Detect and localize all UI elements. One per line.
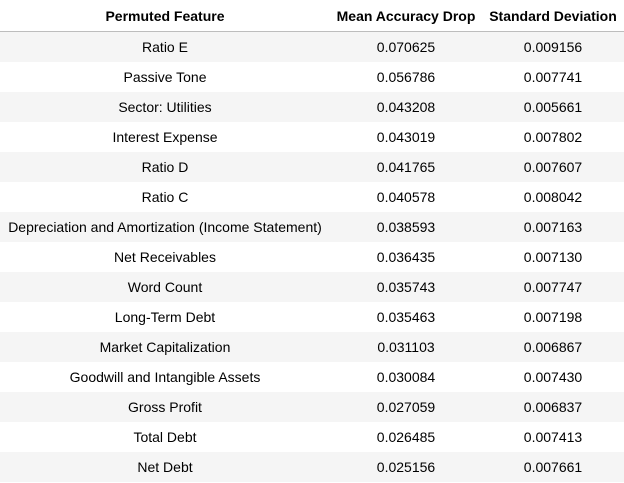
std-dev-cell: 0.008042 bbox=[482, 182, 624, 212]
table-row: Goodwill and Intangible Assets 0.030084 … bbox=[0, 362, 624, 392]
table-row: Depreciation and Amortization (Income St… bbox=[0, 212, 624, 242]
mean-drop-cell: 0.031103 bbox=[330, 332, 482, 362]
feature-cell: Ratio C bbox=[0, 182, 330, 212]
feature-cell: Net Receivables bbox=[0, 242, 330, 272]
feature-cell: Long-Term Debt bbox=[0, 302, 330, 332]
header-row: Permuted Feature Mean Accuracy Drop Stan… bbox=[0, 0, 624, 32]
mean-drop-cell: 0.056786 bbox=[330, 62, 482, 92]
table-header: Permuted Feature Mean Accuracy Drop Stan… bbox=[0, 0, 624, 32]
std-dev-cell: 0.007802 bbox=[482, 122, 624, 152]
table-row: Total Debt 0.026485 0.007413 bbox=[0, 422, 624, 452]
mean-drop-cell: 0.030084 bbox=[330, 362, 482, 392]
std-dev-cell: 0.007130 bbox=[482, 242, 624, 272]
table-row: Interest Expense 0.043019 0.007802 bbox=[0, 122, 624, 152]
table-row: Gross Profit 0.027059 0.006837 bbox=[0, 392, 624, 422]
feature-cell: Ratio E bbox=[0, 31, 330, 62]
std-dev-cell: 0.007741 bbox=[482, 62, 624, 92]
std-dev-cell: 0.006837 bbox=[482, 392, 624, 422]
std-dev-cell: 0.006867 bbox=[482, 332, 624, 362]
mean-drop-cell: 0.040578 bbox=[330, 182, 482, 212]
mean-drop-cell: 0.027059 bbox=[330, 392, 482, 422]
std-dev-cell: 0.005661 bbox=[482, 92, 624, 122]
std-dev-cell: 0.009156 bbox=[482, 31, 624, 62]
feature-cell: Depreciation and Amortization (Income St… bbox=[0, 212, 330, 242]
mean-drop-cell: 0.043019 bbox=[330, 122, 482, 152]
table-row: Ratio E 0.070625 0.009156 bbox=[0, 31, 624, 62]
table-row: Net Debt 0.025156 0.007661 bbox=[0, 452, 624, 482]
feature-cell: Market Capitalization bbox=[0, 332, 330, 362]
feature-cell: Total Debt bbox=[0, 422, 330, 452]
feature-cell: Word Count bbox=[0, 272, 330, 302]
mean-drop-cell: 0.025156 bbox=[330, 452, 482, 482]
header-permuted-feature: Permuted Feature bbox=[0, 0, 330, 32]
mean-drop-cell: 0.038593 bbox=[330, 212, 482, 242]
std-dev-cell: 0.007607 bbox=[482, 152, 624, 182]
table-row: Market Capitalization 0.031103 0.006867 bbox=[0, 332, 624, 362]
table-row: Long-Term Debt 0.035463 0.007198 bbox=[0, 302, 624, 332]
mean-drop-cell: 0.026485 bbox=[330, 422, 482, 452]
feature-cell: Interest Expense bbox=[0, 122, 330, 152]
table-body: Ratio E 0.070625 0.009156 Passive Tone 0… bbox=[0, 31, 624, 482]
mean-drop-cell: 0.036435 bbox=[330, 242, 482, 272]
table-row: Ratio C 0.040578 0.008042 bbox=[0, 182, 624, 212]
feature-cell: Passive Tone bbox=[0, 62, 330, 92]
header-standard-deviation: Standard Deviation bbox=[482, 0, 624, 32]
header-mean-accuracy-drop: Mean Accuracy Drop bbox=[330, 0, 482, 32]
feature-cell: Goodwill and Intangible Assets bbox=[0, 362, 330, 392]
std-dev-cell: 0.007163 bbox=[482, 212, 624, 242]
table-row: Sector: Utilities 0.043208 0.005661 bbox=[0, 92, 624, 122]
std-dev-cell: 0.007747 bbox=[482, 272, 624, 302]
mean-drop-cell: 0.043208 bbox=[330, 92, 482, 122]
feature-cell: Gross Profit bbox=[0, 392, 330, 422]
feature-cell: Ratio D bbox=[0, 152, 330, 182]
mean-drop-cell: 0.041765 bbox=[330, 152, 482, 182]
std-dev-cell: 0.007413 bbox=[482, 422, 624, 452]
feature-cell: Net Debt bbox=[0, 452, 330, 482]
mean-drop-cell: 0.035463 bbox=[330, 302, 482, 332]
table-row: Net Receivables 0.036435 0.007130 bbox=[0, 242, 624, 272]
feature-cell: Sector: Utilities bbox=[0, 92, 330, 122]
std-dev-cell: 0.007661 bbox=[482, 452, 624, 482]
table-row: Passive Tone 0.056786 0.007741 bbox=[0, 62, 624, 92]
std-dev-cell: 0.007430 bbox=[482, 362, 624, 392]
table-row: Ratio D 0.041765 0.007607 bbox=[0, 152, 624, 182]
mean-drop-cell: 0.070625 bbox=[330, 31, 482, 62]
table-row: Word Count 0.035743 0.007747 bbox=[0, 272, 624, 302]
std-dev-cell: 0.007198 bbox=[482, 302, 624, 332]
mean-drop-cell: 0.035743 bbox=[330, 272, 482, 302]
